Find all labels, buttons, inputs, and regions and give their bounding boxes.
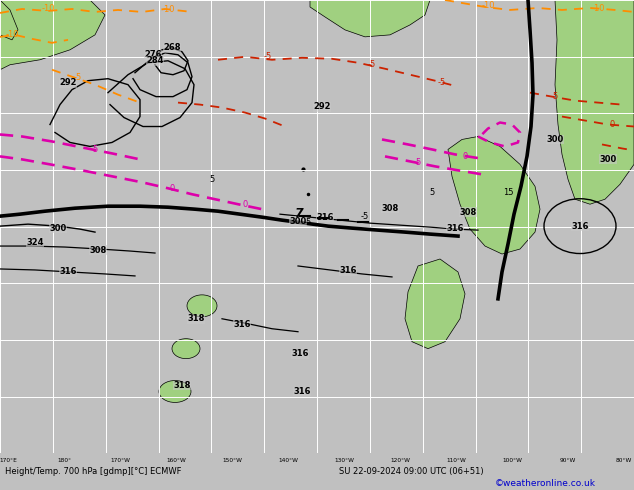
Text: 292: 292: [59, 78, 77, 87]
Text: 318: 318: [173, 381, 191, 390]
Text: -5: -5: [368, 60, 376, 69]
Text: -5: -5: [304, 218, 312, 227]
Text: 300: 300: [547, 135, 564, 144]
Text: 80°W: 80°W: [616, 458, 632, 463]
Text: 7: 7: [294, 207, 302, 220]
Text: 0: 0: [609, 120, 614, 129]
Text: 324: 324: [26, 238, 44, 246]
Text: 140°W: 140°W: [278, 458, 298, 463]
Text: -5: -5: [264, 52, 272, 61]
Text: -5: -5: [438, 78, 446, 87]
Text: SU 22-09-2024 09:00 UTC (06+51): SU 22-09-2024 09:00 UTC (06+51): [339, 467, 484, 476]
Text: 284: 284: [146, 56, 164, 65]
Polygon shape: [555, 0, 634, 204]
Text: -5: -5: [361, 212, 369, 220]
Text: 316: 316: [233, 320, 251, 329]
Text: -5: -5: [551, 92, 559, 101]
Text: -5: -5: [74, 73, 82, 82]
Text: -10: -10: [41, 4, 55, 13]
Text: -10: -10: [5, 30, 19, 39]
Text: 170°W: 170°W: [110, 458, 130, 463]
Text: -10: -10: [481, 1, 495, 10]
Text: 160°W: 160°W: [166, 458, 186, 463]
Text: 0: 0: [462, 152, 468, 161]
Text: -10: -10: [161, 5, 175, 15]
Text: 316: 316: [59, 268, 77, 276]
Text: 150°W: 150°W: [222, 458, 242, 463]
Polygon shape: [0, 0, 18, 40]
Text: -10: -10: [592, 4, 605, 13]
Text: 180°: 180°: [57, 458, 71, 463]
Text: 268: 268: [163, 43, 181, 52]
Text: 0: 0: [242, 200, 248, 209]
Text: 300: 300: [599, 155, 617, 164]
Text: 276: 276: [145, 50, 162, 59]
Polygon shape: [405, 259, 465, 349]
Text: 318: 318: [187, 314, 205, 323]
Ellipse shape: [187, 295, 217, 317]
Text: 316: 316: [339, 267, 357, 275]
Text: ©weatheronline.co.uk: ©weatheronline.co.uk: [495, 479, 595, 488]
Text: Height/Temp. 700 hPa [gdmp][°C] ECMWF: Height/Temp. 700 hPa [gdmp][°C] ECMWF: [5, 467, 181, 476]
Polygon shape: [0, 0, 105, 70]
Text: 130°W: 130°W: [334, 458, 354, 463]
Text: 316: 316: [446, 223, 463, 233]
Text: 308: 308: [460, 208, 477, 217]
Text: 0: 0: [169, 184, 174, 193]
Text: 308: 308: [382, 204, 399, 213]
Text: 120°W: 120°W: [390, 458, 410, 463]
Text: 316: 316: [291, 349, 309, 358]
Text: 170°E: 170°E: [0, 458, 17, 463]
Text: 15: 15: [503, 188, 514, 197]
Text: 300: 300: [49, 223, 67, 233]
Text: 316: 316: [571, 221, 589, 231]
Text: 292: 292: [313, 102, 331, 111]
Text: 5: 5: [209, 175, 215, 184]
Polygon shape: [448, 137, 540, 254]
Text: 100°W: 100°W: [502, 458, 522, 463]
Polygon shape: [310, 0, 430, 37]
Text: 110°W: 110°W: [446, 458, 466, 463]
Text: 308: 308: [89, 245, 107, 254]
Text: 5: 5: [429, 188, 435, 197]
Ellipse shape: [159, 381, 191, 402]
Text: 316: 316: [316, 213, 333, 221]
Text: -5: -5: [91, 145, 99, 154]
Text: 90°W: 90°W: [560, 458, 576, 463]
Text: 316: 316: [294, 387, 311, 396]
Text: 300: 300: [289, 217, 307, 226]
Text: -5: -5: [414, 158, 422, 167]
Ellipse shape: [172, 339, 200, 359]
